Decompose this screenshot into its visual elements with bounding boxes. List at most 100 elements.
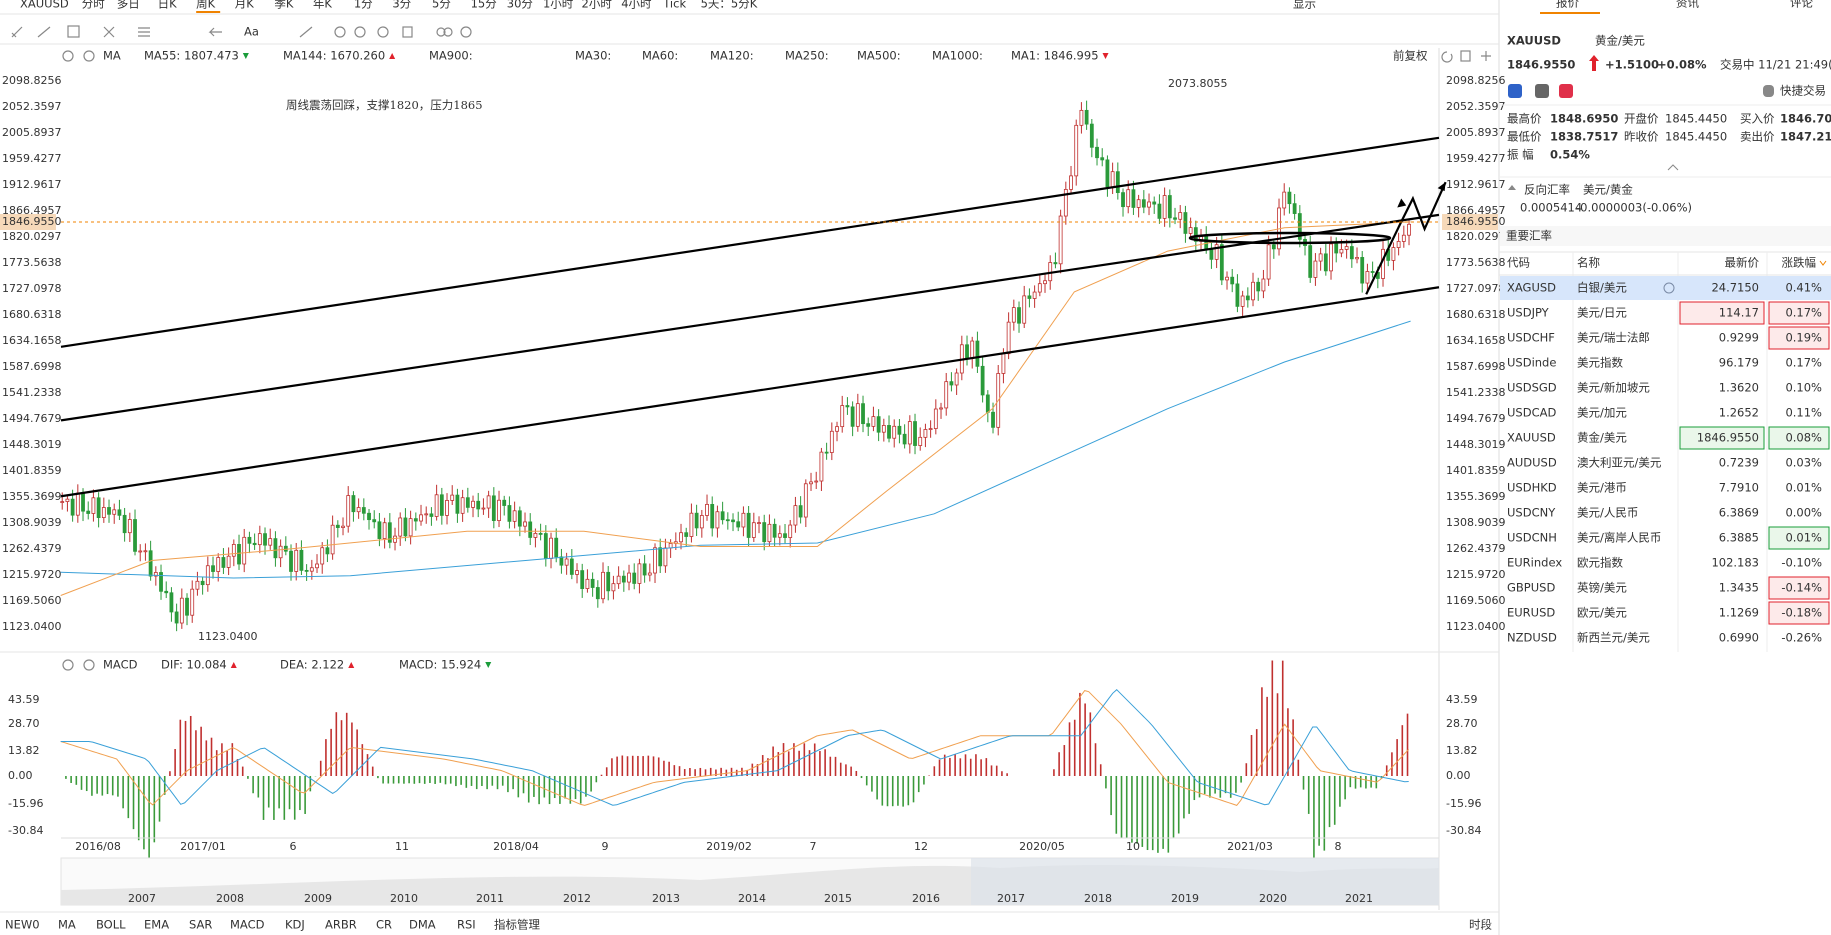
indicator-tab[interactable]: SAR <box>189 918 212 932</box>
row-code[interactable]: XAUUSD <box>1507 431 1556 445</box>
panel-tab[interactable]: 资讯 <box>1676 0 1699 10</box>
row-name[interactable]: 美元/人民币 <box>1577 506 1638 520</box>
toolbar-icons[interactable] <box>11 25 1491 671</box>
panel-icon[interactable] <box>1508 84 1522 98</box>
icon[interactable] <box>1460 50 1471 62</box>
period-tab[interactable]: 3分 <box>392 0 411 11</box>
icon[interactable] <box>354 26 366 38</box>
period-tab[interactable]: 季K <box>274 0 293 11</box>
quick-trade[interactable]: 快捷交易 <box>1780 84 1826 98</box>
panel-icon[interactable] <box>1535 84 1549 98</box>
panel-tab[interactable]: 评论 <box>1790 0 1813 10</box>
period-tab[interactable]: 15分 <box>471 0 498 11</box>
row-code[interactable]: USDHKD <box>1507 481 1557 495</box>
row-code[interactable]: USDSGD <box>1507 381 1557 395</box>
settings-icon[interactable] <box>62 50 74 62</box>
font-button[interactable]: Aa <box>244 25 259 39</box>
row-code[interactable]: USDCHF <box>1507 331 1555 345</box>
row-name[interactable]: 英镑/美元 <box>1577 581 1627 595</box>
row-code[interactable]: USDCNH <box>1507 531 1557 545</box>
indicator-tab[interactable]: EMA <box>144 918 169 932</box>
icon[interactable] <box>377 26 389 38</box>
panel-change: +1.5100 <box>1605 58 1659 72</box>
period-tab[interactable]: 5分 <box>432 0 451 11</box>
row-name[interactable]: 欧元指数 <box>1577 556 1623 570</box>
row-name[interactable]: 美元/日元 <box>1577 306 1627 320</box>
navigator-selection[interactable] <box>971 858 1439 905</box>
row-name[interactable]: 美元/离岸人民币 <box>1577 531 1661 545</box>
row-name[interactable]: 美元指数 <box>1577 356 1623 370</box>
row-name[interactable]: 澳大利亚元/美元 <box>1577 456 1662 470</box>
period-tab[interactable]: 1小时 <box>543 0 574 11</box>
watch-icon[interactable] <box>1663 282 1675 294</box>
close-icon[interactable] <box>83 659 95 671</box>
indicator-tab[interactable]: ARBR <box>325 918 357 932</box>
row-name[interactable]: 欧元/美元 <box>1577 606 1627 620</box>
icon[interactable] <box>67 25 80 38</box>
panel-icon[interactable] <box>1559 84 1573 98</box>
icon[interactable] <box>138 27 150 37</box>
indicator-tab[interactable]: 指标管理 <box>494 918 540 932</box>
panel-tab[interactable]: 报价 <box>1556 0 1579 10</box>
indicator-tab[interactable]: KDJ <box>285 918 305 932</box>
icon[interactable] <box>402 26 413 38</box>
row-name[interactable]: 美元/加元 <box>1577 406 1627 420</box>
period-tab[interactable]: 周K <box>196 0 215 11</box>
period-tab[interactable]: 日K <box>158 0 177 11</box>
icon[interactable] <box>103 26 115 38</box>
period-tab[interactable]: 分时 <box>82 0 105 11</box>
indicator-tab[interactable]: RSI <box>457 918 476 932</box>
period-tab[interactable]: 2小时 <box>582 0 613 11</box>
period-tab[interactable]: 月K <box>235 0 254 11</box>
icon[interactable] <box>1481 51 1491 61</box>
icon[interactable] <box>299 26 313 38</box>
display-button[interactable]: 显示 <box>1293 0 1316 11</box>
period-tab[interactable]: 多日 <box>117 0 140 11</box>
period-tab[interactable]: 年K <box>313 0 332 11</box>
period-tab[interactable]: 1分 <box>354 0 373 11</box>
row-code[interactable]: USDJPY <box>1507 306 1550 320</box>
row-code[interactable]: USDCNY <box>1507 506 1556 520</box>
settings-icon[interactable] <box>62 659 74 671</box>
period-button[interactable]: 时段 <box>1469 918 1492 932</box>
indicator-tab[interactable]: MACD <box>230 918 265 932</box>
row-name[interactable]: 白银/美元 <box>1577 281 1627 295</box>
row-code[interactable]: GBPUSD <box>1507 581 1555 595</box>
row-code[interactable]: NZDUSD <box>1507 631 1557 645</box>
period-tab[interactable]: 30分 <box>507 0 534 11</box>
time-axis-label: 7 <box>810 840 817 853</box>
row-name[interactable]: 美元/新加坡元 <box>1577 381 1650 395</box>
icon[interactable] <box>443 27 453 37</box>
indicator-tab[interactable]: CR <box>376 918 392 932</box>
close-icon[interactable] <box>83 50 95 62</box>
period-tab[interactable]: 5天：5分K <box>701 0 758 11</box>
icon[interactable] <box>436 27 446 37</box>
icon[interactable] <box>208 27 222 37</box>
row-name[interactable]: 黄金/美元 <box>1577 431 1627 445</box>
row-code[interactable]: EURindex <box>1507 556 1562 570</box>
candle-body <box>221 557 226 568</box>
reverse-pair[interactable]: 美元/黄金 <box>1583 183 1633 197</box>
icon[interactable] <box>1441 51 1453 63</box>
row-code[interactable]: AUDUSD <box>1507 456 1557 470</box>
symbol-tab[interactable]: XAUUSD <box>20 0 69 11</box>
adjust-button[interactable]: 前复权 <box>1393 49 1428 63</box>
row-name[interactable]: 新西兰元/美元 <box>1577 631 1650 645</box>
indicator-tab[interactable]: MA <box>58 918 76 932</box>
icon[interactable] <box>334 26 346 38</box>
bell-icon[interactable] <box>1763 85 1774 97</box>
indicator-tab[interactable]: DMA <box>409 918 436 932</box>
row-code[interactable]: XAGUSD <box>1507 281 1556 295</box>
row-code[interactable]: EURUSD <box>1507 606 1555 620</box>
indicator-tab[interactable]: BOLL <box>96 918 126 932</box>
period-tab[interactable]: 4小时 <box>621 0 652 11</box>
row-code[interactable]: USDCAD <box>1507 406 1556 420</box>
icon[interactable] <box>11 26 23 38</box>
row-name[interactable]: 美元/港币 <box>1577 481 1627 495</box>
row-name[interactable]: 美元/瑞士法郎 <box>1577 331 1650 345</box>
indicator-tab[interactable]: NEW0 <box>5 918 40 932</box>
row-code[interactable]: USDinde <box>1507 356 1556 370</box>
icon[interactable] <box>37 26 51 38</box>
icon[interactable] <box>460 26 472 38</box>
period-tab[interactable]: Tick <box>662 0 686 11</box>
